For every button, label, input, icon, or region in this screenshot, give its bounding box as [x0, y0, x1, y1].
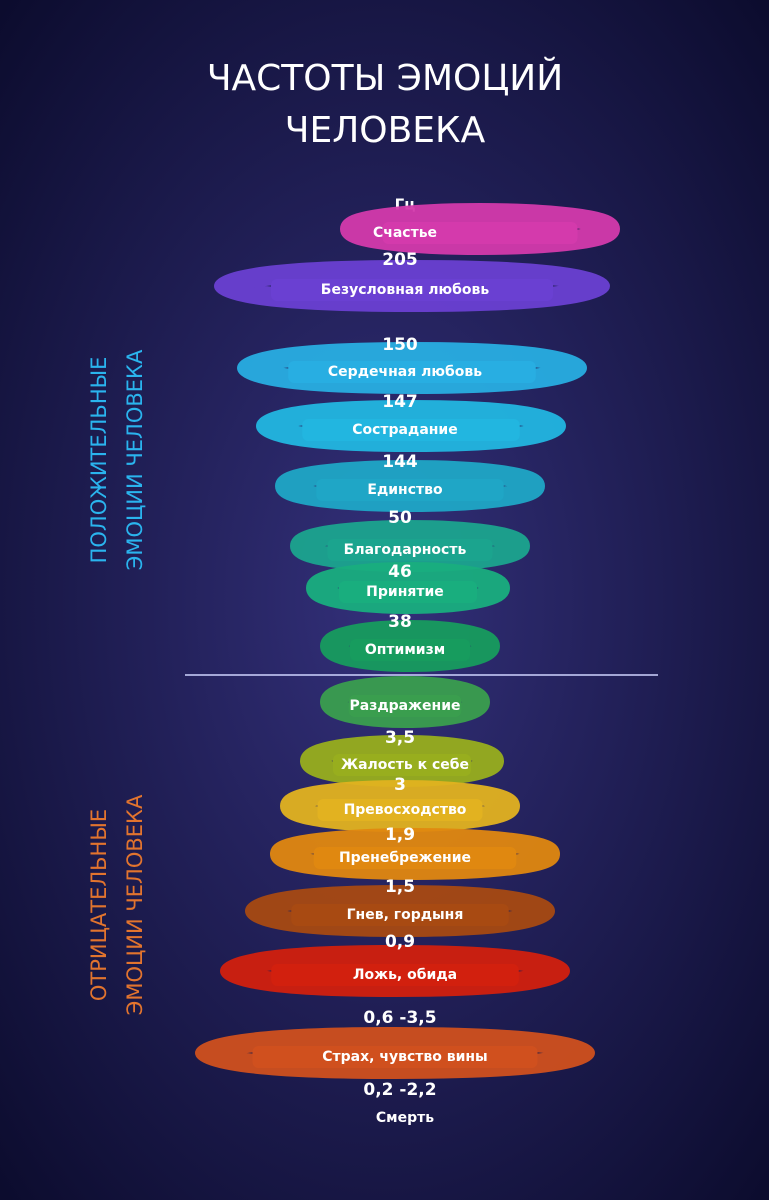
frequency: 1,5 — [385, 877, 415, 897]
band-label: Смерть — [376, 1110, 434, 1126]
side-label: ОТРИЦАТЕЛЬНЫЕ — [87, 809, 111, 1001]
ribbon-front — [327, 539, 493, 561]
frequency: 1,9 — [385, 825, 415, 845]
band-label: Безусловная любовь — [321, 282, 490, 298]
ribbon — [245, 885, 555, 937]
band-label: Раздражение — [349, 698, 460, 714]
band-label: Принятие — [366, 584, 444, 600]
ribbon — [237, 342, 587, 394]
band-label: Жалость к себе — [341, 757, 469, 773]
side-label: ЭМОЦИИ ЧЕЛОВЕКА — [123, 349, 147, 570]
band-label: Оптимизм — [365, 642, 445, 658]
ribbon-front — [350, 639, 470, 661]
frequency: 50 — [388, 508, 412, 528]
ribbon — [270, 828, 560, 880]
side-label: ПОЛОЖИТЕЛЬНЫЕ — [87, 357, 111, 564]
ribbon — [214, 260, 610, 312]
ribbon — [195, 1027, 595, 1079]
ribbon-front — [291, 904, 509, 926]
ribbon-front — [382, 222, 578, 244]
ribbon — [320, 620, 500, 672]
frequency: 205 — [382, 250, 418, 270]
side-label: ЭМОЦИИ ЧЕЛОВЕКА — [123, 794, 147, 1015]
band-label: Сердечная любовь — [328, 364, 482, 380]
title-line: ЧЕЛОВЕКА — [285, 110, 486, 151]
ribbon-front — [339, 581, 477, 603]
frequency: 144 — [382, 452, 418, 472]
ribbon-front — [333, 754, 471, 776]
ribbon-front — [316, 479, 504, 501]
ribbon — [320, 676, 490, 728]
title-line: ЧАСТОТЫ ЭМОЦИЙ — [207, 57, 563, 99]
ribbon — [256, 400, 566, 452]
ribbon-front — [313, 847, 517, 869]
frequency: 46 — [388, 562, 412, 582]
frequency: 150 — [382, 335, 418, 355]
ribbon-front — [271, 964, 519, 986]
ribbon-front — [348, 695, 462, 717]
ribbon — [220, 945, 570, 997]
band-label: Сострадание — [352, 422, 458, 438]
frequency: 0,2 -2,2 — [363, 1080, 436, 1100]
ribbon — [300, 735, 504, 787]
ribbon-front — [317, 799, 483, 821]
frequency: 3 — [394, 775, 406, 795]
ribbon — [306, 562, 510, 614]
band-label: Благодарность — [344, 542, 467, 558]
ribbon — [275, 460, 545, 512]
ribbon-front — [271, 279, 553, 301]
frequency: 147 — [382, 392, 418, 412]
band-label: Ложь, обида — [353, 967, 457, 983]
band-label: Счастье — [373, 225, 437, 241]
spiral: Счастье Безусловная любовь Сердечная любов… — [195, 203, 620, 1126]
frequency: 0,6 -3,5 — [363, 1008, 436, 1028]
band-label: Пренебрежение — [339, 850, 471, 866]
band-label: Превосходство — [344, 802, 467, 818]
band-label: Гнев, гордыня — [347, 907, 464, 923]
frequency: 3,5 — [385, 728, 415, 748]
ribbon — [280, 780, 520, 832]
ribbon — [290, 520, 530, 572]
band-label: Единство — [367, 482, 443, 498]
ribbon-front — [252, 1046, 538, 1068]
band-label: Страх, чувство вины — [322, 1049, 487, 1065]
ribbon-front — [302, 419, 520, 441]
ribbon — [340, 203, 620, 255]
frequency: 38 — [388, 612, 412, 632]
ribbon-front — [288, 361, 536, 383]
frequency: 0,9 — [385, 932, 415, 952]
